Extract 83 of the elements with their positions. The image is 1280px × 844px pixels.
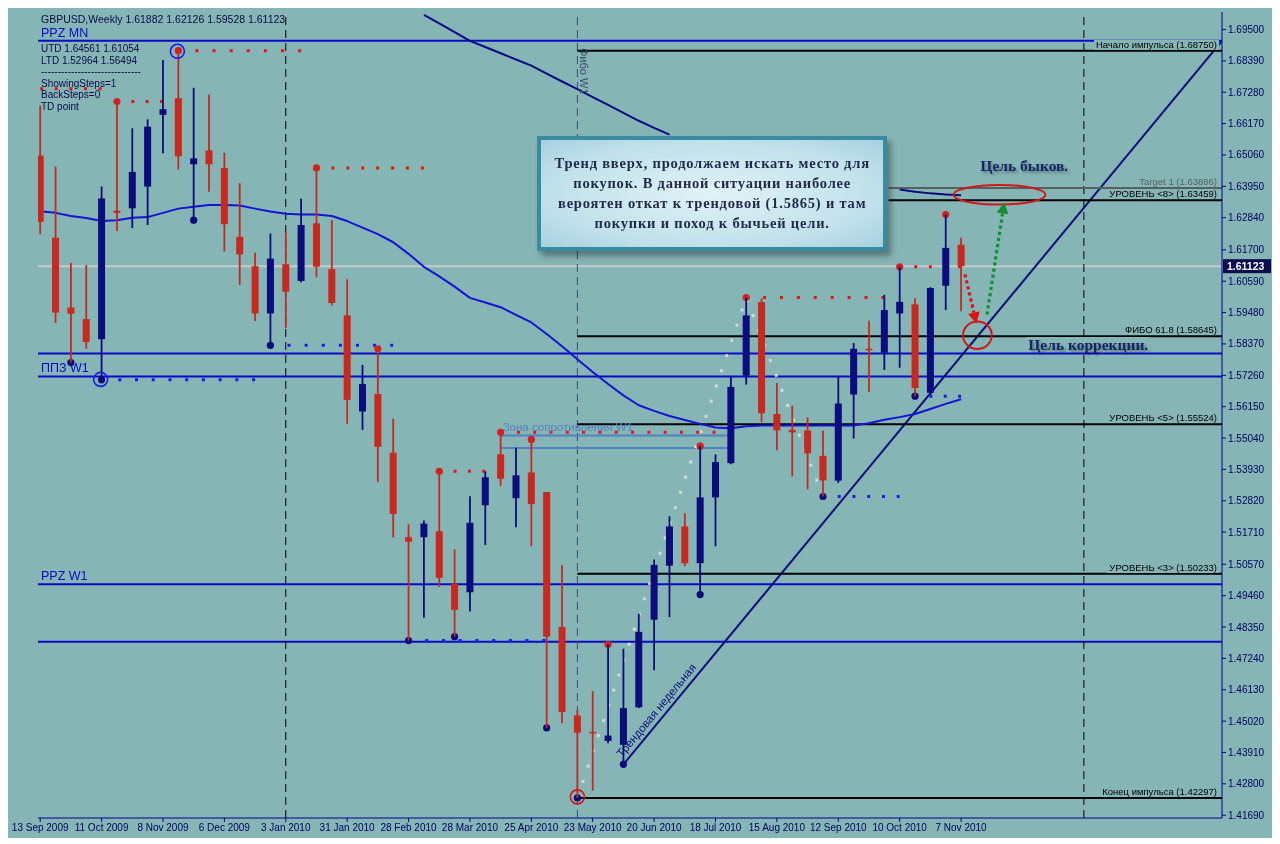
candlestick	[604, 643, 612, 745]
annotation: Тренд вверх, продолжаем искать место для покупок. В данной ситуации наиболее вероятен откат к трендовой (1.5865) и там покупки и поход к бычьей цели.	[554, 154, 870, 234]
series-label: УРОВЕНЬ <5> (1.55524)	[1107, 412, 1219, 424]
ref-line-label: PPZ W1	[41, 569, 88, 584]
y-tick-label: 1.55040	[1228, 432, 1265, 444]
x-tick-label: 23 May 2010	[563, 822, 623, 834]
y-tick-label: 1.45020	[1228, 715, 1265, 727]
callout-box: Тренд вверх, продолжаем искать место для покупок. В данной ситуации наиболее вероятен откат к трендовой (1.5865) и там покупки и поход к бычьей цели.	[537, 135, 888, 251]
annotation: BackSteps=0	[41, 89, 102, 101]
y-tick-label: 1.50570	[1228, 558, 1265, 570]
series-label: УРОВЕНЬ <3> (1.50233)	[1107, 561, 1219, 573]
annotation: ShowingSteps=1	[41, 77, 118, 89]
y-tick-label: 1.59480	[1228, 307, 1265, 319]
x-tick-label: 13 Sep 2009	[11, 822, 69, 834]
point	[450, 633, 459, 641]
candlestick	[804, 416, 812, 491]
x-tick-label: 11 Oct 2009	[74, 822, 129, 834]
y-tick-label: 1.65060	[1228, 149, 1265, 161]
x-tick-label: 28 Mar 2010	[441, 822, 499, 834]
annotation: ------------------------------	[41, 66, 141, 78]
annotation: TD point	[41, 100, 80, 112]
annotation: Цель коррекции.	[1026, 336, 1151, 354]
y-tick-label: 1.46130	[1228, 684, 1265, 696]
x-tick-label: 6 Dec 2009	[198, 822, 251, 834]
y-tick-label: 1.43910	[1228, 747, 1265, 759]
x-tick-label: 28 Feb 2010	[380, 822, 438, 834]
candlestick	[236, 182, 244, 286]
x-tick-label: 31 Jan 2010	[319, 822, 376, 834]
point	[312, 164, 321, 172]
y-tick-label: 1.60590	[1228, 275, 1265, 287]
series-label: Начало импульса (1.68750)	[1093, 38, 1219, 50]
y-tick-label: 1.49460	[1228, 590, 1265, 602]
candlestick	[957, 236, 965, 313]
y-tick-label: 1.67280	[1228, 86, 1265, 98]
ref-line-label: Фибо W1	[578, 48, 591, 95]
candlestick	[405, 523, 413, 642]
y-tick-label: 1.47240	[1228, 652, 1265, 664]
x-tick-label: 7 Nov 2010	[935, 822, 988, 834]
y-tick-label: 1.48350	[1228, 621, 1265, 633]
ref-line-label: PPZ MN	[41, 25, 89, 40]
x-tick-label: 20 Jun 2010	[626, 822, 683, 834]
x-tick-label: 15 Aug 2010	[748, 822, 806, 834]
series-label: Конец импульса (1.42297)	[1100, 785, 1219, 797]
y-tick-label: 1.66170	[1228, 118, 1265, 130]
point	[266, 341, 275, 349]
y-tick-label: 1.53930	[1228, 463, 1265, 475]
y-tick-label: 1.58370	[1228, 338, 1265, 350]
y-tick-label: 1.52820	[1228, 495, 1265, 507]
x-tick-label: 8 Nov 2009	[137, 822, 189, 834]
y-tick-label: 1.57260	[1228, 369, 1265, 381]
y-tick-label: 1.63950	[1228, 180, 1265, 192]
x-tick-label: 25 Apr 2010	[504, 822, 559, 834]
y-tick-label: 1.69500	[1228, 24, 1265, 36]
point	[404, 636, 413, 645]
candlestick	[82, 264, 90, 350]
y-tick-label: 1.56150	[1228, 401, 1265, 413]
y-tick-label: 1.68390	[1228, 55, 1265, 67]
y-tick-label: 1.62840	[1228, 212, 1265, 224]
annotation: LTD 1.52964 1.56494	[41, 54, 138, 66]
y-tick-label: 1.42800	[1228, 778, 1265, 790]
x-tick-label: 10 Oct 2010	[872, 822, 928, 834]
ref-line-label: 1.61123	[1227, 260, 1265, 273]
ref-line-label: ППЗ W1	[41, 361, 89, 376]
annotation: Цель быков.	[978, 157, 1071, 175]
x-tick-label: 12 Sep 2010	[809, 822, 868, 834]
annotation: UTD 1.64561 1.61054	[41, 43, 141, 55]
candlestick	[159, 59, 167, 155]
y-tick-label: 1.41690	[1228, 809, 1265, 821]
point	[619, 760, 628, 768]
series-label: ФИБО 61.8 (1.58645)	[1122, 323, 1219, 335]
y-tick-label: 1.61700	[1228, 244, 1265, 256]
candlestick	[205, 93, 213, 193]
candlestick	[420, 519, 428, 619]
candlestick	[773, 382, 781, 452]
series-label: УРОВЕНЬ <8> (1.63459)	[1107, 187, 1219, 199]
chart-title: GBPUSD,Weekly 1.61882 1.62126 1.59528 1.61123	[41, 13, 286, 25]
candlestick	[512, 446, 520, 529]
series-label: Target 1 (1.63886)	[1137, 175, 1219, 187]
candlestick	[67, 261, 75, 364]
y-tick-label: 1.51710	[1228, 526, 1265, 538]
x-tick-label: 3 Jan 2010	[261, 822, 311, 834]
candlestick	[573, 709, 581, 799]
x-tick-label: 18 Jul 2010	[689, 822, 742, 834]
